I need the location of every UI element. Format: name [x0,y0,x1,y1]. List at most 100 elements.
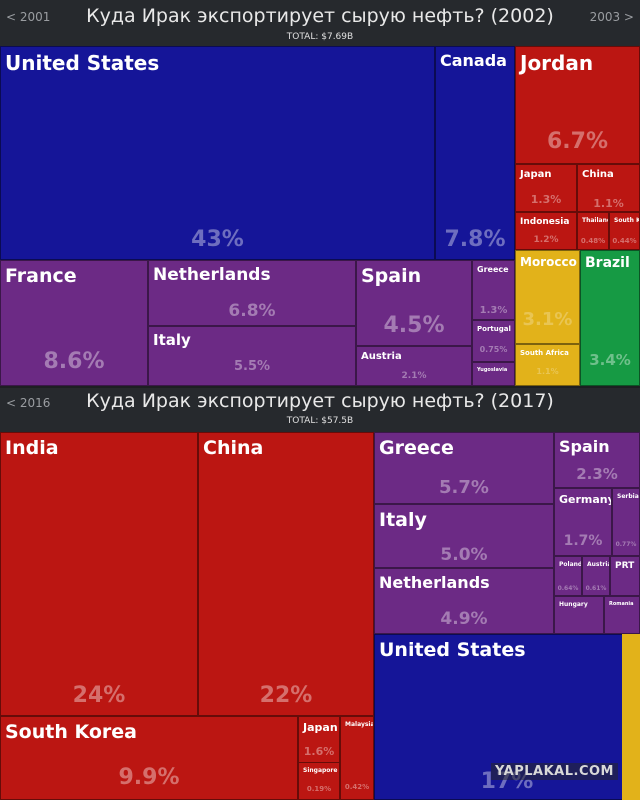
tile-label: Netherlands [379,573,490,592]
tile-indonesia[interactable]: Indonesia 1.2% [515,212,577,250]
tile-label: South Africa [520,349,569,357]
tile-label: India [5,437,59,459]
tile-italy[interactable]: Italy 5.0% [374,504,554,568]
tile-label: Greece [379,437,454,459]
tile-poland[interactable]: Poland 0.64% [554,556,582,596]
tile-label: China [203,437,264,459]
tile-south-africa[interactable]: South Africa 1.1% [515,344,580,386]
tile-label: Jordan [520,51,594,75]
tile-netherlands[interactable]: Netherlands 6.8% [148,260,356,326]
tile-percentage: 7.8% [444,227,506,252]
treemap-panel-2002: < 2001 Куда Ирак экспортирует сырую нефт… [0,0,640,388]
tile-singapore[interactable]: Singapore 0.19% [298,762,340,800]
tile-label: Italy [379,509,427,531]
tile-hungary[interactable]: Hungary [554,596,604,634]
tile-percentage: 1.3% [530,193,562,206]
tile-label: Greece [477,265,509,274]
prev-year-link[interactable]: < 2016 [6,396,51,410]
tile-percentage: 0.75% [479,345,508,354]
tile-percentage: 4.9% [440,609,488,629]
tile-percentage: 5.7% [439,477,489,498]
tile-label: Brazil [585,255,630,271]
tile-south-korea[interactable]: South Korea 9.9% [0,716,298,800]
tile-label: PRT [615,561,635,571]
tile-percentage: 0.77% [615,541,637,548]
tile-percentage: 22% [259,683,313,708]
tile-label: Yugoslavia [477,367,508,373]
tile-percentage: 1.1% [536,367,559,376]
tile-percentage: 6.8% [228,301,276,321]
tile-china[interactable]: China 1.1% [577,164,640,212]
tile-percentage: 6.7% [546,129,608,154]
tile-portugal[interactable]: Portugal 0.75% [472,320,515,362]
tile-percentage: 24% [72,683,126,708]
tile-austria[interactable]: Austria 2.1% [356,346,472,386]
tile-label: United States [379,639,526,661]
next-year-link[interactable]: 2003 > [589,10,634,24]
tile-greece[interactable]: Greece 5.7% [374,432,554,504]
tile-label: United States [5,51,160,75]
chart-header-2002 [0,0,640,50]
tile-label: Romania [609,601,634,607]
tile-label: Hungary [559,601,588,608]
tile-label: Netherlands [153,265,271,285]
tile-spain[interactable]: Spain 2.3% [554,432,640,488]
tile-percentage: 2.3% [576,465,618,483]
tile-label: Italy [153,331,191,349]
tile-label: Spain [559,437,610,456]
tile-serbia[interactable]: Serbia 0.77% [612,488,640,556]
tile-japan[interactable]: Japan 1.3% [515,164,577,212]
tile-yugoslavia[interactable]: Yugoslavia [472,362,515,386]
tile-label: Spain [361,265,422,287]
tile-canada[interactable]: Canada 7.8% [435,46,515,260]
tile-percentage: 1.7% [563,533,603,549]
tile-percentage: 3.4% [589,351,631,369]
tile-label: South Korea [5,721,138,743]
tile-prt[interactable]: PRT [610,556,640,596]
tile-france[interactable]: France 8.6% [0,260,148,386]
tile-percentage: 3.1% [522,309,573,330]
tile-china[interactable]: China 22% [198,432,374,716]
tile-label: Canada [440,51,507,70]
tile-percentage: 9.9% [118,765,180,790]
tile-jordan[interactable]: Jordan 6.7% [515,46,640,164]
tile-percentage: 0.64% [557,585,579,592]
chart-total: TOTAL: $57.5B [286,416,354,426]
tile-thailand[interactable]: Thailand 0.48% [577,212,609,250]
tile-label: Japan [520,169,552,180]
watermark: YAPLAKAL.COM [491,763,618,780]
tile-india[interactable]: India 24% [0,432,198,716]
tile-label: Poland [559,561,582,568]
tile-label: South Korea [614,217,639,224]
tile-netherlands[interactable]: Netherlands 4.9% [374,568,554,634]
tile-romania[interactable]: Romania [604,596,640,634]
tile-percentage: 0.19% [306,785,332,793]
tile-south-korea[interactable]: South Korea 0.44% [609,212,640,250]
tile-italy[interactable]: Italy 5.5% [148,326,356,386]
tile-brazil[interactable]: Brazil 3.4% [580,250,640,386]
tile-percentage: 0.48% [580,237,606,245]
treemap-panel-2017: < 2016 Куда Ирак экспортирует сырую нефт… [0,388,640,800]
tile-spain[interactable]: Spain 4.5% [356,260,472,346]
tile-percentage: 0.61% [585,585,607,592]
tile-germany[interactable]: Germany 1.7% [554,488,612,556]
tile-malaysia[interactable]: Malaysia 0.42% [340,716,374,800]
tile-label: Indonesia [520,217,570,227]
tile-morocco[interactable]: Morocco 3.1% [515,250,580,344]
tile-percentage: 1.3% [479,305,508,316]
chart-total: TOTAL: $7.69B [286,32,354,42]
tile-percentage: 1.2% [533,235,559,245]
tile-label: Serbia [617,493,639,500]
tile-percentage: 2.1% [401,371,427,381]
prev-year-link[interactable]: < 2001 [6,10,51,24]
tile-united-states[interactable]: United States 43% [0,46,435,260]
chart-header-2017 [0,388,640,438]
tile-label: Thailand [582,217,609,224]
tile-label: Austria [361,351,402,362]
tile-percentage: 5.0% [440,545,488,565]
tile-greece[interactable]: Greece 1.3% [472,260,515,320]
tile-label: Morocco [520,255,577,269]
treemap-2017: India 24% China 22% South Korea 9.9% Japan 1.6%… [0,432,640,800]
tile-percentage: 43% [191,227,244,252]
tile-austria[interactable]: Austria 0.61% [582,556,610,596]
